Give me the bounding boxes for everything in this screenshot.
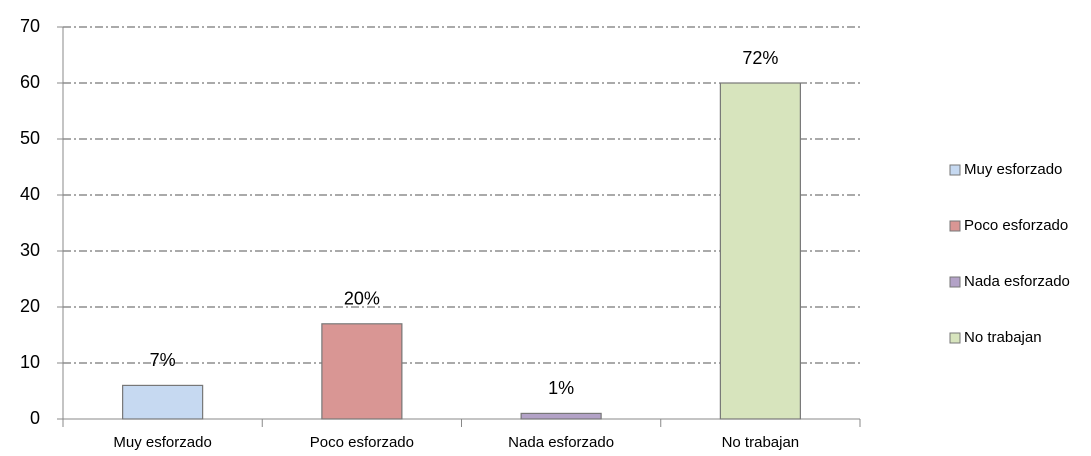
x-tick-label: Nada esforzado (508, 434, 614, 451)
bar (122, 384, 204, 420)
legend-swatch (949, 164, 961, 176)
x-tick-label: Poco esforzado (310, 434, 414, 451)
data-label: 1% (548, 378, 574, 398)
x-tick-label: Muy esforzado (113, 434, 211, 451)
bar (719, 82, 801, 420)
y-tick-label: 30 (20, 240, 40, 260)
data-label: 20% (344, 289, 380, 309)
legend-label: Muy esforzado (964, 161, 1062, 178)
legend-swatch (949, 332, 961, 344)
legend-swatch (949, 276, 961, 288)
x-tick-label: No trabajan (722, 434, 800, 451)
y-tick-label: 0 (30, 408, 40, 428)
bar (321, 323, 403, 420)
y-tick-label: 70 (20, 16, 40, 36)
legend-label: No trabajan (964, 329, 1042, 346)
legend-label: Poco esforzado (964, 217, 1068, 234)
y-tick-label: 50 (20, 128, 40, 148)
data-label: 7% (150, 350, 176, 370)
bar (520, 412, 602, 420)
y-tick-label: 10 (20, 352, 40, 372)
legend-swatch (949, 220, 961, 232)
y-tick-label: 20 (20, 296, 40, 316)
y-tick-label: 40 (20, 184, 40, 204)
y-tick-label: 60 (20, 72, 40, 92)
legend-label: Nada esforzado (964, 273, 1070, 290)
data-label: 72% (742, 48, 778, 68)
